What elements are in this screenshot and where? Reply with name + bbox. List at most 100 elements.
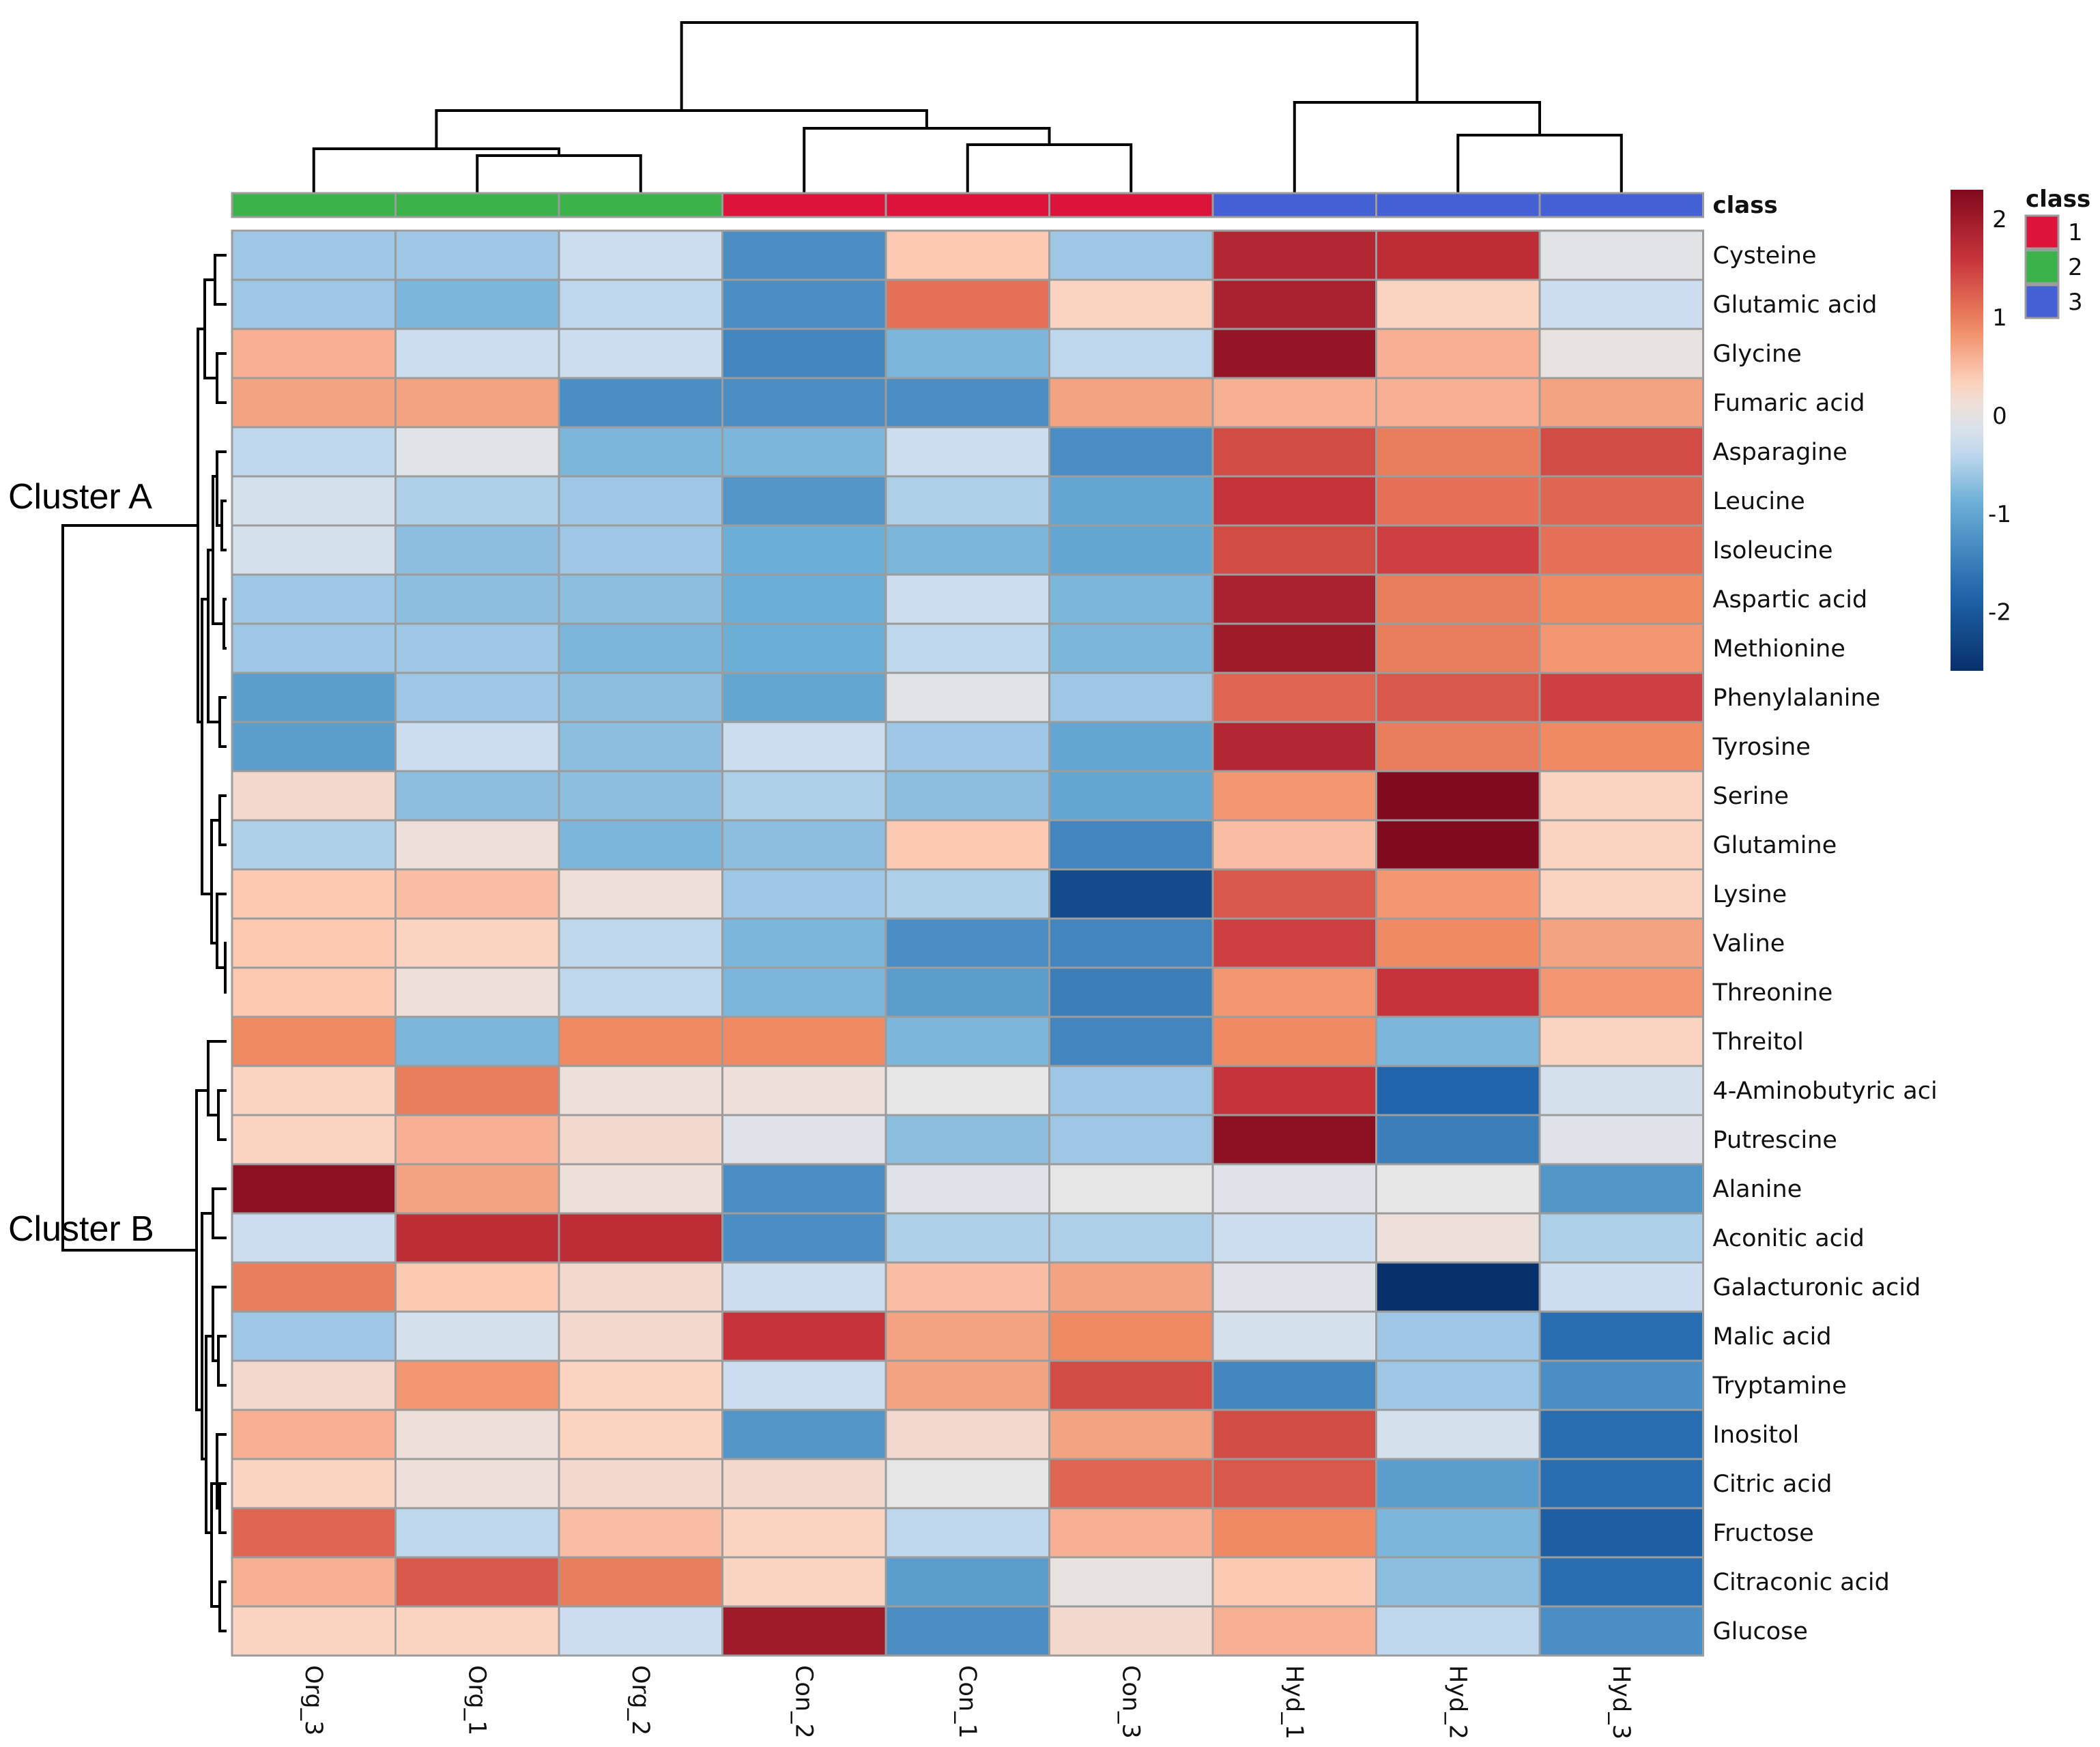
row-label: Tryptamine — [1712, 1372, 1847, 1400]
heatmap-cell — [721, 1261, 887, 1313]
heatmap-cell — [1048, 868, 1214, 920]
heatmap-cell — [1375, 966, 1541, 1018]
heatmap-cell — [1538, 1261, 1704, 1313]
heatmap-cell — [1538, 1507, 1704, 1559]
heatmap-cell — [394, 573, 560, 625]
heatmap-cell — [884, 1015, 1050, 1067]
heatmap-cell — [721, 1310, 887, 1362]
heatmap-cell — [884, 1310, 1050, 1362]
row-label: Aspartic acid — [1713, 586, 1868, 613]
heatmap-cell — [1048, 1114, 1214, 1166]
dendrogram-link — [210, 819, 220, 944]
heatmap-cell — [1048, 229, 1214, 281]
heatmap-cell — [394, 524, 560, 576]
heatmap-cell — [394, 819, 560, 871]
heatmap-cell — [558, 966, 723, 1018]
dendrogram-link — [680, 21, 1419, 111]
heatmap-cell — [1211, 1556, 1377, 1608]
heatmap-cell — [1375, 819, 1541, 871]
heatmap-cell — [884, 1605, 1050, 1657]
row-label: Methionine — [1713, 635, 1845, 663]
dendrogram-link — [216, 352, 227, 404]
row-label: Aconitic acid — [1713, 1225, 1865, 1252]
column-label: Org_3 — [300, 1665, 327, 1735]
row-label: Inositol — [1713, 1421, 1800, 1449]
column-label: Hyd_3 — [1607, 1665, 1635, 1739]
heatmap-cell — [558, 475, 723, 527]
heatmap-cell — [884, 1065, 1050, 1116]
heatmap-cell — [1211, 328, 1377, 379]
heatmap-cell — [721, 622, 887, 674]
column-label: Hyd_1 — [1280, 1665, 1308, 1739]
heatmap-cell — [1048, 573, 1214, 625]
heatmap-cell — [884, 721, 1050, 773]
dendrogram-link — [212, 1286, 227, 1362]
heatmap-cell — [721, 377, 887, 429]
heatmap-cell — [1538, 622, 1704, 674]
heatmap-cell — [1538, 966, 1704, 1018]
class-bar-cell — [558, 192, 723, 218]
heatmap-cell — [1538, 1556, 1704, 1608]
heatmap-cell — [394, 1507, 560, 1559]
heatmap-cell — [884, 1409, 1050, 1460]
heatmap-cell — [1048, 1212, 1214, 1264]
heatmap-cell — [1211, 1359, 1377, 1411]
class-bar-cell — [1048, 192, 1214, 218]
heatmap-cell — [1211, 278, 1377, 330]
heatmap-cell — [1048, 622, 1214, 674]
heatmap-cell — [1375, 573, 1541, 625]
heatmap-cell — [1211, 1015, 1377, 1067]
heatmap-cell — [394, 1556, 560, 1608]
dendrogram-link — [201, 1212, 213, 1460]
heatmap-cell — [1375, 475, 1541, 527]
heatmap-cell — [1375, 1310, 1541, 1362]
heatmap-cell — [394, 1605, 560, 1657]
heatmap-cell — [1375, 426, 1541, 478]
heatmap-cell — [884, 622, 1050, 674]
heatmap-cell — [884, 672, 1050, 723]
row-label: Glycine — [1713, 341, 1802, 368]
heatmap-cell — [1375, 622, 1541, 674]
heatmap-cell — [1048, 1015, 1214, 1067]
class-bar-cell — [1538, 192, 1704, 218]
class-legend-label: 3 — [2068, 289, 2083, 316]
heatmap-cell — [558, 328, 723, 379]
colorbar-gradient — [1951, 190, 1983, 671]
heatmap-cell — [1538, 1458, 1704, 1510]
dendrogram-link — [61, 524, 198, 1252]
heatmap-cell — [1048, 426, 1214, 478]
colorbar-tick-label: 0 — [1992, 403, 2007, 430]
dendrogram-link — [214, 254, 227, 306]
heatmap-cell — [558, 1458, 723, 1510]
heatmap-cell — [884, 966, 1050, 1018]
heatmap-cell — [394, 426, 560, 478]
heatmap-cell — [1375, 1261, 1541, 1313]
heatmap-cell — [1211, 1065, 1377, 1116]
heatmap-cell — [1048, 1605, 1214, 1657]
dendrogram-link — [216, 893, 227, 969]
heatmap-cell — [1211, 721, 1377, 773]
heatmap-cell — [1048, 966, 1214, 1018]
heatmap-cell — [394, 770, 560, 822]
heatmap-cell — [231, 770, 397, 822]
row-label: 4-Aminobutyric aci — [1713, 1078, 1938, 1105]
heatmap-cell — [1211, 622, 1377, 674]
heatmap-cell — [1211, 1507, 1377, 1559]
heatmap-cell — [231, 524, 397, 576]
heatmap-cell — [394, 229, 560, 281]
heatmap-cell — [394, 966, 560, 1018]
heatmap-cell — [394, 278, 560, 330]
heatmap-cell — [1211, 1605, 1377, 1657]
heatmap-cell — [231, 1409, 397, 1460]
heatmap-cell — [1538, 524, 1704, 576]
heatmap-cell — [721, 868, 887, 920]
row-label: Galacturonic acid — [1713, 1274, 1921, 1301]
class-annotation-label: class — [1713, 192, 1778, 219]
heatmap-cell — [1211, 377, 1377, 429]
heatmap-cell — [884, 1163, 1050, 1215]
heatmap-cell — [394, 1409, 560, 1460]
heatmap-cell — [558, 1310, 723, 1362]
heatmap-cell — [1538, 573, 1704, 625]
heatmap-cell — [1538, 426, 1704, 478]
heatmap-cell — [231, 1065, 397, 1116]
